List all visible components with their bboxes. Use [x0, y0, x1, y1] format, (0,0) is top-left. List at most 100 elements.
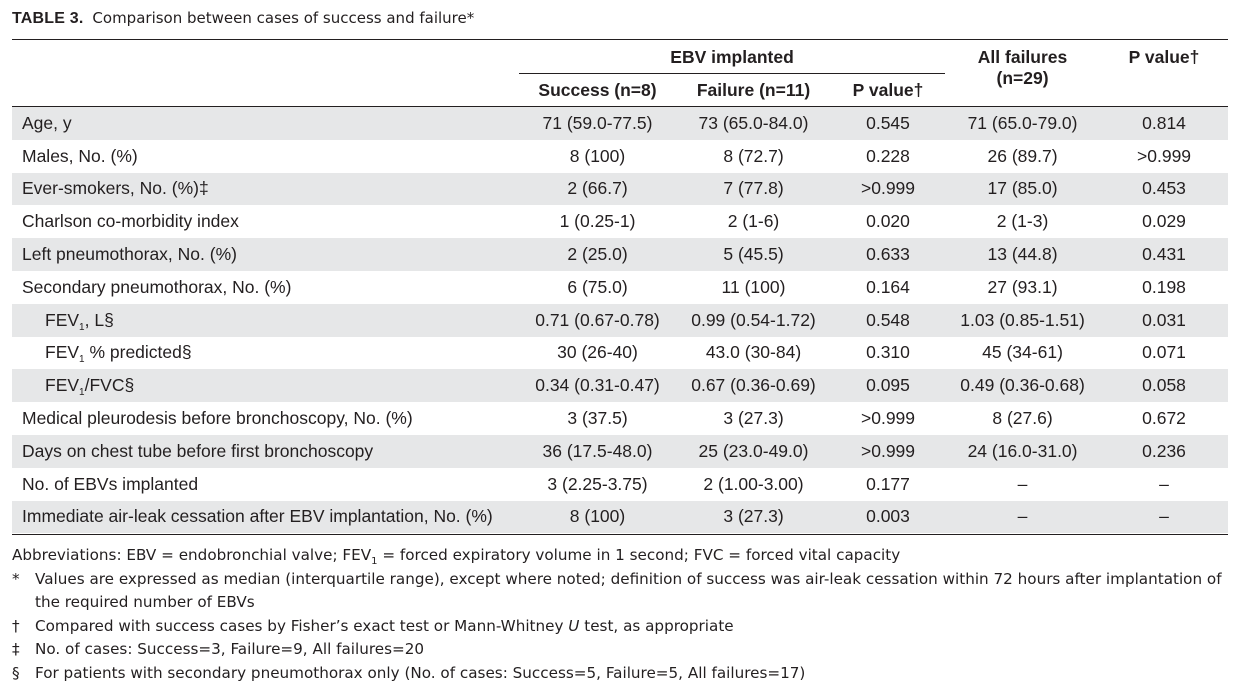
success-cell: 2 (66.7) — [519, 172, 676, 206]
row-label: FEV1 % predicted§ — [45, 342, 192, 366]
success-header: Success (n=8) — [538, 80, 657, 100]
table-row: Ever-smokers, No. (%)‡ 2 (66.7) 7 (77.8)… — [12, 172, 1229, 206]
p-value-cell: >0.999 — [831, 434, 946, 468]
p-value-cell: 0.020 — [866, 211, 910, 232]
row-label: FEV1, L§ — [12, 303, 519, 337]
footnote-symbol: * — [12, 569, 20, 588]
all-failures-cell: 26 (89.7) — [987, 145, 1058, 166]
row-label: Left pneumothorax, No. (%) — [12, 238, 519, 271]
row-label: Males, No. (%) — [22, 145, 138, 166]
failure-cell: 3 (27.3) — [723, 408, 784, 429]
success-cell: 1 (0.25-1) — [559, 211, 636, 232]
success-cell: 3 (37.5) — [567, 408, 628, 429]
all-failures-cell: 71 (65.0-79.0) — [945, 107, 1101, 140]
table-row: FEV1/FVC§ 0.34 (0.31-0.47) 0.67 (0.36-0.… — [12, 369, 1229, 403]
header-rule — [12, 106, 1228, 107]
success-cell: 71 (59.0-77.5) — [519, 107, 676, 140]
p-value-cell: 0.095 — [831, 369, 946, 403]
row-label: Days on chest tube before first bronchos… — [12, 434, 519, 468]
all-failures-label: All failures — [977, 47, 1068, 67]
footnote-star: * Values are expressed as median (interq… — [12, 568, 1228, 615]
footnote-symbol: † — [12, 616, 20, 635]
footnote-text: For patients with secondary pneumothorax… — [35, 663, 806, 682]
footnote-text: Values are expressed as median (interqua… — [35, 569, 1222, 612]
all-failures-cell: 24 (16.0-31.0) — [945, 434, 1101, 468]
table-row: Charlson co-morbidity index 1 (0.25-1) 2… — [12, 205, 1228, 238]
all-failures-cell: – — [945, 500, 1101, 534]
all-failures-cell: 17 (85.0) — [945, 172, 1101, 206]
p-value-all-cell: 0.672 — [1142, 408, 1186, 429]
table-row: Days on chest tube before first bronchos… — [12, 434, 1229, 468]
table-row: Left pneumothorax, No. (%) 2 (25.0) 5 (4… — [12, 238, 1229, 271]
all-failures-cell: 0.49 (0.36-0.68) — [945, 369, 1101, 403]
failure-cell: 5 (45.5) — [676, 238, 831, 271]
p-value-cell: >0.999 — [861, 408, 916, 429]
table-row: Males, No. (%) 8 (100) 8 (72.7) 0.228 26… — [12, 140, 1228, 173]
failure-cell: 11 (100) — [721, 276, 786, 297]
footnote-text: Compared with success cases by Fisher’s … — [35, 616, 734, 635]
footnote-symbol: § — [12, 663, 20, 682]
success-cell: 8 (100) — [519, 500, 676, 534]
p-value-all-cell: 0.071 — [1142, 342, 1186, 363]
all-failures-header: All failures (n=29) — [945, 40, 1100, 107]
failure-cell: 0.67 (0.36-0.69) — [676, 369, 831, 403]
bottom-rule — [12, 534, 1228, 535]
success-cell: 3 (2.25-3.75) — [547, 473, 648, 494]
row-label: Age, y — [12, 107, 519, 140]
failure-header: Failure (n=11) — [696, 80, 811, 100]
failure-cell: 2 (1.00-3.00) — [703, 473, 804, 494]
p-value-cell: 0.177 — [866, 473, 910, 494]
all-failures-cell: 8 (27.6) — [992, 408, 1053, 429]
footnote-double-dagger: ‡ No. of cases: Success=3, Failure=9, Al… — [12, 638, 1228, 662]
p-value-all-cell: 0.031 — [1100, 303, 1229, 337]
table-row: No. of EBVs implanted 3 (2.25-3.75) 2 (1… — [12, 468, 1228, 501]
p-value-cell: >0.999 — [831, 172, 946, 206]
failure-cell: 2 (1-6) — [727, 211, 780, 232]
table-caption: Comparison between cases of success and … — [92, 9, 475, 27]
success-cell: 36 (17.5-48.0) — [519, 434, 676, 468]
p-value-all-cell: 0.431 — [1100, 238, 1229, 271]
ebv-implanted-header: EBV implanted — [670, 47, 794, 67]
row-label: No. of EBVs implanted — [22, 473, 199, 494]
all-failures-cell: 1.03 (0.85-1.51) — [945, 303, 1101, 337]
table-number: TABLE 3. — [12, 10, 84, 27]
p-value-all-cell: >0.999 — [1137, 145, 1192, 166]
footnote-section: § For patients with secondary pneumothor… — [12, 662, 1228, 686]
table-row: Immediate air-leak cessation after EBV i… — [12, 500, 1229, 534]
failure-cell: 7 (77.8) — [676, 172, 831, 206]
p-value-all-cell: 0.198 — [1142, 276, 1186, 297]
success-cell: 2 (25.0) — [519, 238, 676, 271]
failure-cell: 43.0 (30-84) — [705, 342, 802, 363]
all-failures-cell: 27 (93.1) — [987, 276, 1058, 297]
failure-cell: 73 (65.0-84.0) — [676, 107, 831, 140]
all-failures-cell: – — [1017, 473, 1028, 494]
p-value-all-cell: 0.236 — [1100, 434, 1229, 468]
all-failures-cell: 2 (1-3) — [996, 211, 1049, 232]
p-value-all-cell: 0.029 — [1142, 211, 1186, 232]
p-value-header: P value† — [852, 80, 924, 100]
footnote-symbol: ‡ — [12, 640, 20, 658]
p-value-cell: 0.633 — [831, 238, 946, 271]
row-label: Ever-smokers, No. (%)‡ — [12, 172, 519, 206]
table-footnotes: Abbreviations: EBV = endobronchial valve… — [12, 544, 1228, 685]
row-label: Immediate air-leak cessation after EBV i… — [12, 500, 519, 534]
top-rule — [12, 39, 1228, 40]
all-failures-cell: 13 (44.8) — [945, 238, 1101, 271]
success-cell: 0.71 (0.67-0.78) — [519, 303, 676, 337]
table-row: Secondary pneumothorax, No. (%) 6 (75.0)… — [12, 271, 1228, 304]
p-value-cell: 0.310 — [866, 342, 910, 363]
failure-cell: 25 (23.0-49.0) — [676, 434, 831, 468]
success-cell: 30 (26-40) — [557, 342, 638, 363]
table-title: TABLE 3. Comparison between cases of suc… — [12, 9, 474, 28]
success-cell: 0.34 (0.31-0.47) — [519, 369, 676, 403]
all-failures-cell: 45 (34-61) — [982, 342, 1063, 363]
row-label: FEV1/FVC§ — [12, 369, 519, 403]
p-value-cell: 0.545 — [831, 107, 946, 140]
p-value-all-cell: 0.814 — [1100, 107, 1229, 140]
table-row: Medical pleurodesis before bronchoscopy,… — [12, 402, 1228, 435]
table-row: Age, y 71 (59.0-77.5) 73 (65.0-84.0) 0.5… — [12, 107, 1229, 140]
p-value-cell: 0.164 — [866, 276, 910, 297]
all-failures-n: (n=29) — [996, 68, 1049, 88]
failure-cell: 8 (72.7) — [723, 145, 784, 166]
failure-cell: 3 (27.3) — [676, 500, 831, 534]
